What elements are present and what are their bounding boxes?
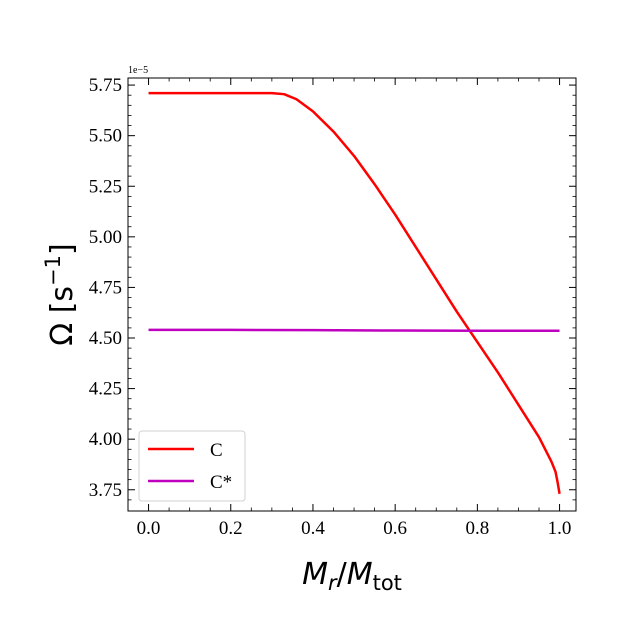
x-tick-label: 0.2 bbox=[219, 518, 243, 539]
x-tick-label: 0.6 bbox=[383, 518, 407, 539]
y-tick-label: 4.25 bbox=[89, 379, 122, 400]
x-tick-label: 0.4 bbox=[301, 518, 325, 539]
x-axis-label: Mr/Mtot bbox=[302, 557, 402, 595]
legend: C C* bbox=[138, 430, 246, 502]
series-layer bbox=[148, 91, 561, 495]
y-tick-label: 5.75 bbox=[89, 75, 122, 96]
legend-label-1: C bbox=[210, 440, 223, 461]
legend-label-2: C* bbox=[210, 472, 232, 493]
series-line-1 bbox=[148, 91, 561, 495]
y-tick-label: 4.00 bbox=[89, 429, 122, 450]
x-tick-label: 0.0 bbox=[137, 518, 161, 539]
y-axis-label: Ω [s−1] bbox=[41, 243, 80, 345]
y-tick-label: 5.00 bbox=[89, 227, 122, 248]
series-line-2 bbox=[148, 328, 560, 332]
x-tick-label: 0.8 bbox=[465, 518, 489, 539]
tick-layer: 0.0 0.2 0.4 0.6 0.8 1.0 3.75 4.00 4.25 4.50 4.75 5.… bbox=[89, 75, 576, 539]
x-tick-label: 1.0 bbox=[548, 518, 572, 539]
y-offset-label: 1e−5 bbox=[128, 65, 148, 76]
y-tick-label: 5.50 bbox=[89, 126, 122, 147]
y-tick-label: 4.50 bbox=[89, 328, 122, 349]
y-tick-label: 4.75 bbox=[89, 277, 122, 298]
y-tick-label: 5.25 bbox=[89, 176, 122, 197]
y-tick-label: 3.75 bbox=[89, 480, 122, 501]
plot-frame bbox=[127, 77, 577, 512]
